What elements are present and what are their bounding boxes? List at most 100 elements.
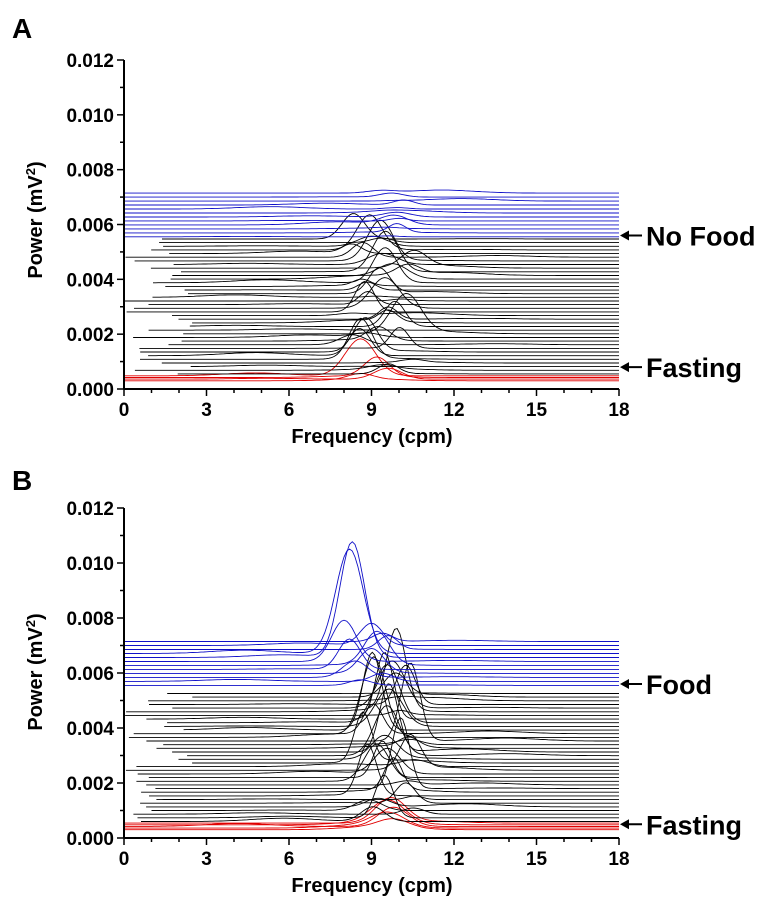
spectrum-trace [172,660,619,709]
spectrum-trace [192,309,619,324]
spectrum-trace [134,277,619,309]
x-tick-label: 9 [366,400,377,421]
spectrum-trace [134,219,619,262]
spectrum-trace [151,214,619,251]
spectrum-trace [126,280,619,313]
x-tick-label: 0 [119,400,130,421]
annotation-label: No Food [646,221,755,251]
spectrum-trace [169,243,619,255]
x-tick-label: 3 [201,400,212,421]
spectrum-trace [124,338,619,377]
spectrum-trace [124,660,619,678]
spectrum-trace [124,189,619,194]
spectrum-trace [125,733,619,771]
spectrum-trace [162,213,619,240]
spectrum-trace [146,797,619,808]
spectrum-trace [167,664,619,724]
spectrum-trace [141,757,619,793]
spectrum-trace [190,364,619,368]
spectrum-trace [172,263,619,276]
spectrum-trace [173,252,619,265]
spectrum-trace [140,317,619,353]
spectrum-trace [124,799,619,826]
spectrum-trace [189,300,619,327]
spectrum-trace [141,806,619,822]
spectrum-trace [165,278,619,287]
annotation-arrowhead [620,362,629,373]
spectrum-trace [124,679,619,686]
spectrum-trace [140,782,619,804]
panel-a-y-tick-labels: 0.000 0.002 0.004 0.006 0.008 0.010 0.012 [66,51,114,401]
x-tick-label: 6 [284,400,295,421]
spectrum-trace [151,799,619,811]
panel-b-axes [117,507,620,845]
spectrum-trace [124,818,619,831]
spectrum-trace [168,334,619,346]
spectrum-trace [152,294,619,298]
x-tick-label: 12 [443,400,464,421]
y-tick-label: 0.012 [66,51,114,72]
spectrum-trace [164,688,619,727]
panel-b-x-axis-title: Frequency (cpm) [291,875,452,897]
spectrum-trace [125,242,619,258]
spectrum-trace [124,622,619,646]
y-tick-label: 0.002 [66,325,114,346]
spectrum-trace [146,662,619,742]
spectrum-trace [136,759,619,768]
y-tick-label: 0.004 [66,719,114,740]
spectrum-trace [126,627,619,713]
spectrum-trace [124,206,619,210]
spectrum-trace [124,811,619,829]
spectrum-trace [124,235,619,238]
x-tick-label: 15 [526,400,548,421]
spectrum-trace [133,703,619,735]
panel-a-x-tick-labels: 0 3 6 9 12 15 18 [119,400,630,421]
spectrum-trace [184,281,619,291]
annotation-arrowhead [620,679,629,689]
spectrum-trace [124,211,619,218]
panel-b-annotations: Food Fasting [620,670,742,840]
spectrum-trace [124,647,619,674]
panel-b-y-axis-title: Power (mV2) [23,613,48,730]
y-tick-label: 0.000 [66,380,114,401]
spectrum-trace [148,740,619,779]
panel-a-y-axis-title: Power (mV2) [23,161,48,278]
spectrum-trace [124,630,619,666]
spectrum-trace [124,548,619,654]
spectrum-trace [133,807,619,815]
spectrum-trace [163,235,619,247]
spectrum-trace [124,209,619,214]
spectrum-trace [149,664,619,705]
spectrum-trace [177,363,619,375]
spectrum-trace [124,226,619,230]
spectrum-trace [153,247,619,284]
y-tick-label: 0.010 [66,106,114,127]
y-tick-label: 0.006 [66,216,114,237]
spectrum-trace [192,711,619,764]
annotation: Food [620,670,712,700]
spectrum-trace [148,328,619,331]
spectrum-trace [124,199,619,206]
spectrum-trace [161,358,619,364]
y-tick-label: 0.002 [66,774,114,795]
spectrum-trace [137,747,619,775]
spectrum-trace [150,249,619,269]
x-tick-label: 6 [284,849,295,870]
spectrum-trace [124,192,619,198]
spectrum-trace [163,738,619,746]
spectrum-trace [181,326,619,342]
spectrum-trace [125,709,619,716]
annotation: Fasting [620,810,742,840]
panel-b-y-tick-labels: 0.000 0.002 0.004 0.006 0.008 0.010 0.012 [66,499,114,850]
x-tick-label: 18 [608,400,629,421]
panel-b: B 0 3 6 9 12 15 18 0.0000.0020.0040.0060.0080.… [12,465,742,897]
panel-a-axes [117,59,620,396]
x-tick-label: 18 [608,849,629,870]
spectrum-trace [148,695,619,702]
spectrum-trace [156,736,619,749]
spectrum-trace [124,632,619,642]
spectrum-trace [183,293,619,335]
spectrum-trace [124,619,619,662]
spectrum-trace [124,217,619,222]
